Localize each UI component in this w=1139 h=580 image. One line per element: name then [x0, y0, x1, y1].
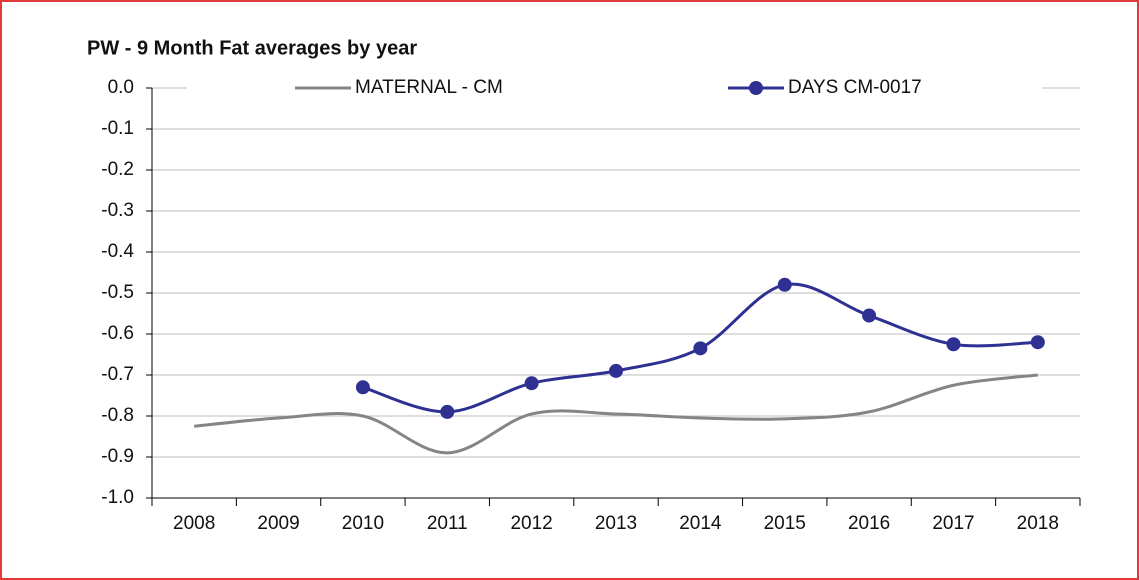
series-line [194, 373, 1039, 455]
data-point [693, 341, 708, 356]
x-tick-label: 2018 [1017, 513, 1059, 534]
y-tick-label: -0.5 [101, 282, 134, 303]
y-tick-label: -0.6 [101, 323, 134, 344]
legend-marker [749, 81, 763, 95]
y-tick-label: -0.8 [101, 405, 134, 426]
data-point [862, 308, 877, 323]
x-tick-label: 2012 [510, 513, 552, 534]
legend-label: MATERNAL - CM [355, 77, 503, 98]
x-tick-label: 2010 [342, 513, 384, 534]
data-point [524, 376, 539, 391]
y-tick-label: -0.4 [101, 241, 134, 262]
data-point [440, 404, 455, 419]
y-tick-label: -0.9 [101, 446, 134, 467]
data-point [609, 363, 623, 378]
y-tick-label: -0.7 [101, 364, 134, 385]
legend-label: DAYS CM-0017 [788, 77, 922, 98]
data-point [1030, 335, 1045, 350]
y-tick-label: -0.1 [101, 118, 134, 139]
data-point [946, 337, 961, 352]
x-tick-label: 2008 [173, 513, 215, 534]
x-tick-label: 2011 [427, 513, 468, 534]
y-tick-label: -0.2 [101, 159, 134, 180]
x-tick-label: 2017 [932, 513, 974, 534]
x-tick-label: 2016 [848, 513, 890, 534]
y-tick-label: -1.0 [101, 487, 134, 508]
data-point [777, 277, 792, 292]
x-tick-label: 2015 [764, 513, 806, 534]
y-tick-label: -0.3 [101, 200, 134, 221]
x-tick-label: 2014 [679, 513, 722, 534]
y-tick-label: 0.0 [108, 77, 134, 98]
data-point [355, 380, 370, 395]
chart-title: PW - 9 Month Fat averages by year [87, 37, 417, 59]
x-tick-label: 2009 [257, 513, 299, 534]
x-tick-label: 2013 [595, 513, 637, 534]
